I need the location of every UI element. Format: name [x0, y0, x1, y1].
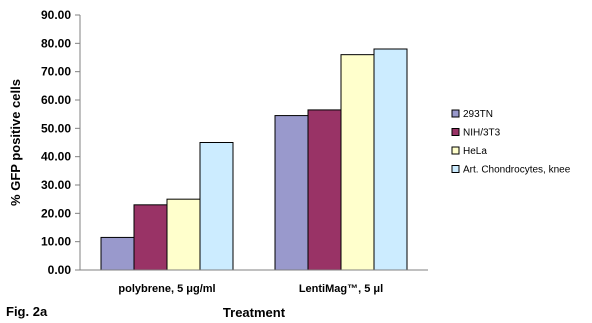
y-tick-label: 20.00	[41, 206, 71, 220]
y-tick-label: 80.00	[41, 36, 71, 50]
figure-label: Fig. 2a	[6, 304, 48, 319]
bar	[166, 198, 201, 271]
y-tick-label: 40.00	[41, 150, 71, 164]
legend-label: HeLa	[463, 146, 487, 157]
y-tick-label: 30.00	[41, 178, 71, 192]
y-tick-label: 60.00	[41, 93, 71, 107]
bar	[307, 109, 342, 271]
bar	[100, 236, 135, 271]
category-labels: polybrene, 5 μg/ml LentiMag™, 5 μl	[118, 283, 383, 295]
bars	[100, 48, 408, 271]
bar	[133, 204, 168, 271]
y-axis-title: % GFP positive cells	[8, 79, 23, 206]
bar	[373, 48, 408, 271]
y-tick-label: 0.00	[48, 263, 72, 277]
legend-swatch	[451, 165, 460, 173]
y-axis-ticks: 0.00 10.00 20.00 30.00 40.00 50.00 60.00 70.00 8…	[41, 8, 80, 277]
legend: 293TN NIH/3T3 HeLa Art. Chondrocytes, knee	[451, 109, 571, 176]
y-tick-label: 10.00	[41, 235, 71, 249]
legend-label: 293TN	[463, 109, 493, 120]
y-tick-label: 70.00	[41, 65, 71, 79]
category-label: LentiMag™, 5 μl	[299, 283, 383, 295]
legend-swatch	[451, 128, 460, 136]
legend-label: NIH/3T3	[463, 128, 501, 139]
bar	[274, 115, 309, 271]
bar	[199, 142, 234, 271]
x-axis-title: Treatment	[223, 305, 286, 320]
legend-swatch	[451, 109, 460, 118]
y-tick-label: 90.00	[41, 8, 71, 22]
legend-label: Art. Chondrocytes, knee	[463, 165, 571, 176]
bar	[340, 54, 375, 271]
y-tick-label: 50.00	[41, 121, 71, 135]
category-label: polybrene, 5 μg/ml	[118, 283, 215, 295]
legend-swatch	[451, 146, 460, 155]
